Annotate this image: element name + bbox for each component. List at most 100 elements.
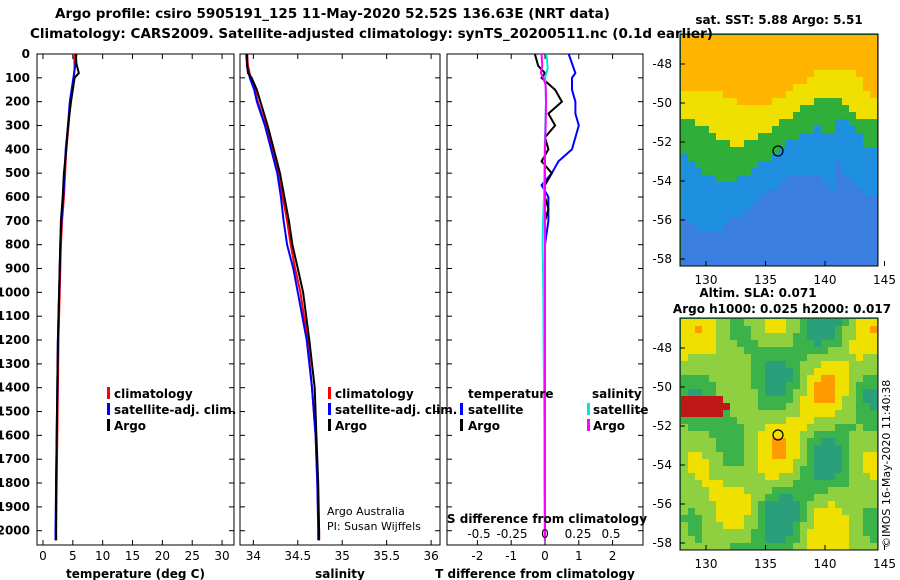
sst-cell [716, 168, 723, 175]
sst-cell [772, 112, 779, 119]
sla-cell [807, 424, 814, 431]
sla-cell [716, 424, 723, 431]
sla-cell [842, 354, 849, 361]
sla-cell [842, 375, 849, 382]
sst-cell [772, 119, 779, 126]
sst-cell [828, 238, 835, 245]
sla-cell [779, 529, 786, 536]
sla-cell [793, 494, 800, 501]
sla-cell [765, 452, 772, 459]
sst-cell [828, 63, 835, 70]
sla-cell [807, 501, 814, 508]
x-tick-label: 10 [95, 549, 110, 563]
sla-cell [695, 501, 702, 508]
sla-cell [772, 354, 779, 361]
sst-cell [856, 49, 863, 56]
sla-cell [716, 368, 723, 375]
sla-cell [793, 354, 800, 361]
sla-cell [737, 431, 744, 438]
map-lat-label: -54 [652, 174, 672, 188]
sst-cell [688, 238, 695, 245]
sst-cell [765, 161, 772, 168]
sla-cell [835, 445, 842, 452]
sla-cell [793, 389, 800, 396]
sst-cell [751, 154, 758, 161]
sla-cell [772, 347, 779, 354]
sla-cell [863, 522, 870, 529]
sla-cell [800, 452, 807, 459]
sst-cell [828, 252, 835, 259]
sla-cell [870, 403, 877, 410]
sla-cell [828, 445, 835, 452]
sla-cell [765, 473, 772, 480]
sst-cell [751, 63, 758, 70]
sla-cell [835, 466, 842, 473]
sst-cell [786, 154, 793, 161]
sst-cell [737, 231, 744, 238]
sst-cell [737, 168, 744, 175]
sst-cell [870, 147, 877, 154]
sla-cell [835, 424, 842, 431]
sla-cell [681, 536, 688, 543]
sla-cell [870, 480, 877, 487]
sla-cell [800, 389, 807, 396]
sst-cell [695, 231, 702, 238]
sst-cell [737, 70, 744, 77]
sla-cell [772, 375, 779, 382]
sst-cell [793, 70, 800, 77]
sst-cell [695, 217, 702, 224]
sla-cell [779, 389, 786, 396]
sst-cell [835, 91, 842, 98]
sst-cell [842, 91, 849, 98]
sla-cell [702, 459, 709, 466]
sst-cell [772, 210, 779, 217]
sla-cell [744, 361, 751, 368]
sst-cell [814, 238, 821, 245]
sla-cell [814, 438, 821, 445]
sla-cell [681, 515, 688, 522]
sst-cell [842, 35, 849, 42]
sst-cell [702, 203, 709, 210]
sst-cell [793, 175, 800, 182]
sla-cell [870, 347, 877, 354]
sla-cell [779, 354, 786, 361]
sst-cell [856, 238, 863, 245]
sst-cell [772, 147, 779, 154]
sst-cell [828, 147, 835, 154]
sst-cell [870, 112, 877, 119]
sla-cell [779, 368, 786, 375]
sst-cell [688, 126, 695, 133]
sla-cell [821, 361, 828, 368]
sla-cell [723, 354, 730, 361]
sla-cell [793, 515, 800, 522]
sst-cell [772, 224, 779, 231]
sst-cell [793, 42, 800, 49]
legend-swatch [587, 419, 590, 431]
sst-cell [842, 49, 849, 56]
sst-cell [688, 245, 695, 252]
sla-cell [828, 438, 835, 445]
sst-cell [681, 224, 688, 231]
sla-cell [688, 508, 695, 515]
sla-cell [772, 515, 779, 522]
sst-cell [688, 105, 695, 112]
sst-cell [842, 147, 849, 154]
sla-cell [828, 403, 835, 410]
sla-cell [751, 431, 758, 438]
sst-cell [814, 105, 821, 112]
sla-cell [709, 347, 716, 354]
sla-cell [744, 473, 751, 480]
depth-tick-label: 1000 [0, 285, 30, 299]
sla-cell [695, 452, 702, 459]
sst-cell [772, 35, 779, 42]
sla-cell [688, 445, 695, 452]
sla-cell [681, 361, 688, 368]
sst-cell [863, 231, 870, 238]
sst-cell [786, 35, 793, 42]
sst-cell [751, 126, 758, 133]
sla-cell [723, 382, 730, 389]
sla-cell [842, 389, 849, 396]
sst-cell [800, 56, 807, 63]
sst-cell [758, 175, 765, 182]
sst-cell [786, 70, 793, 77]
